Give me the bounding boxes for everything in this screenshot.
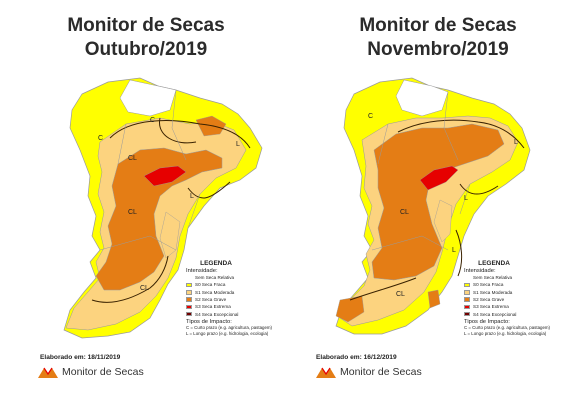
legend-item: S1 Seca Moderada xyxy=(186,289,296,296)
legend-item-label: S1 Seca Moderada xyxy=(473,289,513,295)
region-label: L xyxy=(452,247,456,254)
weak-drought-patch xyxy=(433,199,453,243)
legend-swatch xyxy=(464,297,470,302)
map-panel-november: C L L CL L CL Monitor de Secas Novembro/… xyxy=(292,0,584,400)
legend-impact-long: L = Longo prazo (e.g. hidrologia, ecolog… xyxy=(464,330,547,336)
region-label: L xyxy=(514,139,518,146)
drought-map-november: C L L CL L CL xyxy=(316,77,531,378)
impact-boundary-line xyxy=(91,255,169,303)
region-label: CL xyxy=(396,291,405,298)
brand-name: Monitor de Secas xyxy=(62,366,144,378)
legend-impact-label: Tipos de Impacto: xyxy=(186,318,232,325)
region-label: C xyxy=(150,117,155,124)
brand: Monitor de Secas xyxy=(38,366,144,378)
legend-item-label: S1 Seca Moderada xyxy=(195,289,235,295)
legend-swatch xyxy=(464,311,470,317)
region-label: CL xyxy=(128,155,137,162)
weak-drought-patch xyxy=(159,211,181,259)
region-label: C xyxy=(98,135,103,142)
extreme-drought-area xyxy=(143,165,187,187)
made-on-date: Elaborado em: 16/12/2019 xyxy=(316,354,397,361)
legend-item: Sem Seca Relativa xyxy=(464,274,574,281)
brand-logo-icon xyxy=(38,368,58,378)
region-label: L xyxy=(190,193,194,200)
state-border xyxy=(99,89,201,251)
legend-item: S2 Seca Grave xyxy=(186,296,296,303)
legend-item: S1 Seca Moderada xyxy=(464,289,574,296)
legend-heading: LEGENDA xyxy=(478,260,510,267)
legend-impact-label: Tipos de Impacto: xyxy=(464,318,510,325)
brand-name: Monitor de Secas xyxy=(340,366,422,378)
impact-boundary-line xyxy=(349,277,417,301)
map-title-line2: Outubro/2019 xyxy=(84,39,208,60)
region-label: L xyxy=(236,141,240,148)
map-title: Monitor de Secas Outubro/2019 xyxy=(0,14,292,62)
legend-impact-short: C = Curto prazo (e.g. agricultura, pasta… xyxy=(186,324,273,330)
legend-swatch xyxy=(186,289,192,295)
legend-item-label: Sem Seca Relativa xyxy=(195,275,235,281)
legend-swatch xyxy=(464,304,470,310)
legend-item-label: S4 Seca Excepcional xyxy=(195,311,239,317)
legend-item: S3 Seca Extrema xyxy=(464,303,574,310)
legend-intensity-label: Intensidade: xyxy=(186,268,218,274)
map-title: Monitor de Secas Novembro/2019 xyxy=(292,14,584,62)
no-drought-area xyxy=(119,79,177,117)
legend-swatch xyxy=(464,275,470,280)
map-title-line1: Monitor de Secas xyxy=(67,15,225,36)
extreme-drought-area xyxy=(419,165,459,191)
drought-map-october: C C L CL CL L CL xyxy=(38,77,263,378)
legend-heading: LEGENDA xyxy=(200,260,232,267)
legend: LEGENDA Intensidade: Sem Seca Relativa S… xyxy=(464,260,574,337)
legend-item: S0 Seca Fraca xyxy=(186,281,296,288)
region-label: L xyxy=(464,195,468,202)
legend-swatch xyxy=(186,297,192,302)
legend-impact-long: L = Longo prazo (e.g. hidrologia, ecolog… xyxy=(186,330,269,336)
legend-swatch xyxy=(186,282,192,288)
legend-item-label: S4 Seca Excepcional xyxy=(473,311,517,317)
state-border xyxy=(371,91,471,251)
legend-item: S4 Seca Excepcional xyxy=(464,310,574,317)
impact-boundary-line xyxy=(455,229,463,277)
legend-item-label: Sem Seca Relativa xyxy=(473,275,513,281)
legend-item-label: S3 Seca Extrema xyxy=(473,304,509,310)
legend-item: S3 Seca Extrema xyxy=(186,303,296,310)
legend-item: S0 Seca Fraca xyxy=(464,281,574,288)
legend-item-label: S2 Seca Grave xyxy=(473,297,505,303)
impact-boundary-line xyxy=(187,181,231,199)
legend-item-label: S2 Seca Grave xyxy=(195,297,227,303)
legend-item-label: S0 Seca Fraca xyxy=(473,282,504,288)
brand: Monitor de Secas xyxy=(316,366,422,378)
brand-logo-icon xyxy=(316,368,336,378)
legend-item: S4 Seca Excepcional xyxy=(186,310,296,317)
no-drought-area xyxy=(395,79,449,117)
legend-item-label: S0 Seca Fraca xyxy=(195,282,226,288)
legend-intensity-label: Intensidade: xyxy=(464,268,496,274)
severe-drought-area xyxy=(95,147,223,291)
legend-item: S2 Seca Grave xyxy=(464,296,574,303)
legend-item: Sem Seca Relativa xyxy=(186,274,296,281)
made-on-date: Elaborado em: 18/11/2019 xyxy=(40,354,121,361)
region-label: CL xyxy=(128,209,137,216)
severe-drought-patch xyxy=(427,289,441,309)
legend-swatch xyxy=(186,311,192,317)
region-label: CL xyxy=(400,209,409,216)
map-panel-october: C C L CL CL L CL Monitor de Secas Outubr… xyxy=(0,14,292,378)
impact-boundary-line xyxy=(397,119,525,149)
map-title-line1: Monitor de Secas xyxy=(359,15,517,36)
region-label: C xyxy=(368,113,373,120)
brand-logo-icon-accent xyxy=(321,367,331,376)
legend: LEGENDA Intensidade: Sem Seca Relativa S… xyxy=(186,260,296,337)
legend-item-label: S3 Seca Extrema xyxy=(195,304,231,310)
impact-boundary-line xyxy=(159,117,197,144)
impact-boundary-line xyxy=(459,183,499,195)
region-label: CL xyxy=(140,285,149,292)
map-title-line2: Novembro/2019 xyxy=(367,39,509,60)
brand-logo-icon-accent xyxy=(43,367,53,376)
impact-boundary-line xyxy=(109,120,251,149)
legend-swatch xyxy=(186,304,192,310)
legend-impact-short: C = Curto prazo (e.g. agricultura, pasta… xyxy=(464,324,551,330)
legend-swatch xyxy=(464,282,470,288)
legend-swatch xyxy=(186,275,192,280)
legend-swatch xyxy=(464,289,470,295)
